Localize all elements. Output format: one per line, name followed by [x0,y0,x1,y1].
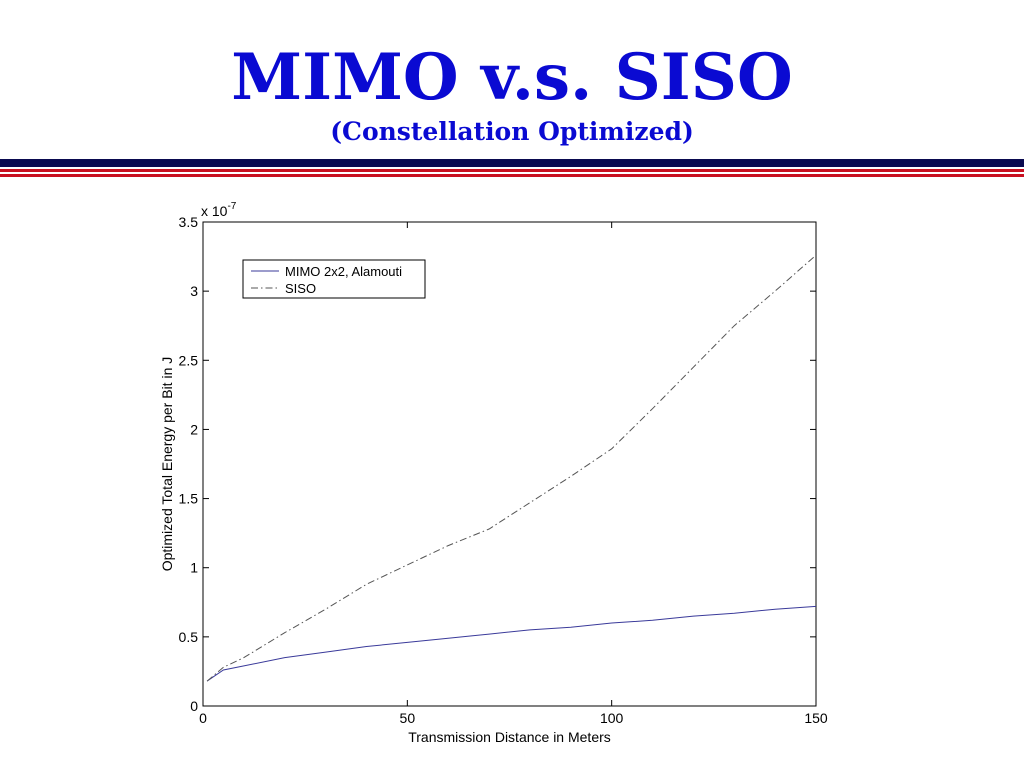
y-axis-exponent: x 10-7 [201,201,237,219]
x-tick-label: 100 [600,710,624,726]
legend-label-0: MIMO 2x2, Alamouti [285,264,402,279]
divider-red-lower [0,174,1024,177]
plot-frame [202,221,817,707]
x-tick-label: 150 [804,710,828,726]
y-tick-label: 0 [190,698,198,714]
legend: MIMO 2x2, Alamouti SISO [242,259,426,299]
y-tick-label: 2.5 [179,352,199,368]
y-tick-label: 1.5 [179,491,199,507]
legend-box [242,259,426,299]
x-axis-label: Transmission Distance in Meters [408,729,611,745]
y-tick-label: 2 [190,421,198,437]
x-tick-label: 0 [199,710,207,726]
divider-navy [0,159,1024,167]
y-tick-label: 0.5 [179,629,199,645]
series-layer [206,254,817,682]
y-exponent-base: x 10 [201,203,228,219]
y-tick-label: 3.5 [179,214,199,230]
series-line-1 [206,254,817,682]
x-tick-label: 50 [400,710,416,726]
x-axis: 0 50 100 150 [199,222,828,726]
y-exponent-power: -7 [227,201,236,212]
slide-title: MIMO v.s. SISO [231,40,793,115]
y-tick-label: 3 [190,283,198,299]
divider-red-upper [0,169,1024,172]
legend-label-1: SISO [285,281,316,296]
y-tick-label: 1 [190,560,198,576]
y-axis: 0 0.5 1 1.5 2 2.5 3 3.5 [179,214,816,714]
series-line-0 [206,605,817,682]
slide-subtitle: (Constellation Optimized) [330,117,694,146]
y-axis-label: Optimized Total Energy per Bit in J [159,357,175,572]
